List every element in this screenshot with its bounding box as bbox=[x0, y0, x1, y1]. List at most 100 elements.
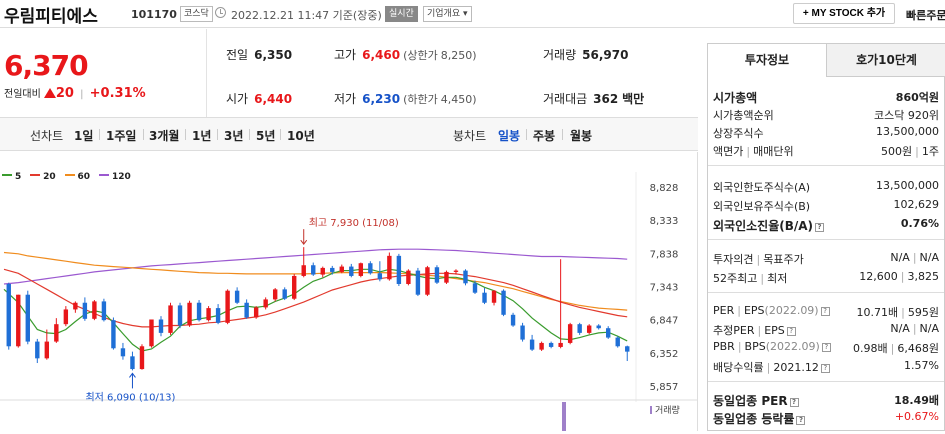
candle-body bbox=[586, 325, 592, 333]
candle-body bbox=[539, 342, 544, 350]
row-pbr: PBR | BPS(2022.09)? 0.98배 | 6,468원 bbox=[713, 338, 941, 356]
candle-body bbox=[225, 290, 230, 323]
arrow-down-icon bbox=[300, 239, 308, 245]
tab-invest-info[interactable]: 투자정보 bbox=[708, 44, 827, 77]
market-cap-value: 860억원 bbox=[895, 91, 939, 104]
row-market-cap: 시가총액 860억원 bbox=[713, 87, 941, 105]
row-foreign-limit: 외국인한도주식수(A) 13,500,000 bbox=[713, 177, 941, 195]
52week-low-value: 3,825 bbox=[907, 270, 940, 283]
stat-volume-value: 56,970 bbox=[582, 48, 629, 62]
stock-code: 101170 bbox=[131, 8, 177, 21]
stat-high: 고가 6,460 (상한가 8,250) bbox=[334, 46, 477, 63]
period-5y[interactable]: 5년 bbox=[256, 129, 276, 143]
realtime-badge[interactable]: 실시간 bbox=[385, 6, 418, 22]
current-price: 6,370 bbox=[4, 49, 89, 82]
candle-body bbox=[253, 307, 259, 318]
stat-prev-label: 전일 bbox=[226, 48, 249, 62]
high-annotation: 최고 7,930 (11/08) bbox=[309, 217, 399, 229]
par-value-value: 500원 | 1주 bbox=[881, 145, 939, 158]
period-3m[interactable]: 3개월 bbox=[149, 129, 180, 143]
candle-body bbox=[282, 289, 287, 299]
period-1y[interactable]: 1년 bbox=[192, 129, 212, 143]
candle-body bbox=[130, 356, 135, 370]
candle-body bbox=[349, 266, 354, 276]
candle-body bbox=[567, 324, 573, 343]
stat-volume-label: 거래량 bbox=[543, 48, 577, 62]
tab-orderbook[interactable]: 호가10단계 bbox=[827, 44, 945, 77]
line-chart-label: 선차트 bbox=[30, 129, 64, 143]
row-dividend: 배당수익률 | 2021.12? 1.57% bbox=[713, 357, 941, 375]
period-selector: 선차트 1일 1주일 3개월 1년 3년 5년 10년 봉차트 일봉 주봉 월봉 bbox=[0, 117, 698, 151]
candle-body bbox=[92, 301, 97, 319]
help-icon[interactable]: ? bbox=[820, 364, 830, 373]
candle-body bbox=[577, 324, 582, 333]
candle-body bbox=[482, 292, 487, 303]
period-daily[interactable]: 일봉 bbox=[498, 129, 521, 143]
clock-icon bbox=[215, 7, 226, 18]
company-info-dropdown[interactable]: 기업개요 ▾ bbox=[423, 6, 472, 22]
quick-order-link[interactable]: 빠른주문 bbox=[906, 9, 945, 22]
stat-low-value: 6,230 bbox=[362, 92, 401, 106]
candle-body bbox=[196, 302, 202, 321]
per-text: PER bbox=[713, 304, 735, 317]
stat-low: 저가 6,230 (하한가 4,450) bbox=[334, 90, 477, 107]
foreign-ratio-text: 외국인소진율(B/A) bbox=[713, 219, 814, 233]
candle-body bbox=[606, 328, 611, 338]
volume-bar bbox=[562, 402, 566, 431]
candle-body bbox=[558, 342, 563, 347]
candle-chart-label: 봉차트 bbox=[453, 129, 487, 143]
help-icon[interactable]: ? bbox=[820, 307, 830, 316]
stat-amount-label: 거래대금 bbox=[543, 92, 588, 106]
legend-ma5: 5 bbox=[2, 172, 21, 182]
volume-label: 거래량 bbox=[655, 404, 680, 416]
eps-value: 595원 bbox=[907, 306, 939, 319]
pbr-value-1: 0.98배 bbox=[853, 342, 888, 355]
foreign-ratio-label: 외국인소진율(B/A)? bbox=[713, 217, 825, 234]
candle-body bbox=[406, 270, 411, 284]
help-icon[interactable]: ? bbox=[821, 343, 831, 352]
period-monthly[interactable]: 월봉 bbox=[570, 129, 593, 143]
period-10y[interactable]: 10년 bbox=[287, 129, 315, 143]
divider bbox=[143, 129, 144, 140]
help-icon[interactable]: ? bbox=[789, 398, 799, 407]
lot-value: 1주 bbox=[921, 145, 939, 158]
candle-body bbox=[35, 341, 40, 359]
dividend-date: 2021.12 bbox=[773, 361, 819, 374]
ma120-line bbox=[3, 248, 628, 285]
dividend-text: 배당수익률 bbox=[713, 361, 764, 374]
bps-text: BPS bbox=[744, 340, 766, 353]
candle-body bbox=[434, 267, 440, 283]
help-icon[interactable]: ? bbox=[796, 416, 806, 425]
panel-tabs: 투자정보 호가10단계 bbox=[708, 44, 945, 77]
par-value: 500원 bbox=[881, 145, 913, 158]
per-date: (2022.09) bbox=[764, 304, 819, 317]
candle-body bbox=[149, 319, 154, 347]
mystock-add-button[interactable]: + MY STOCK 추가 bbox=[793, 3, 895, 24]
candle-body bbox=[63, 309, 69, 325]
ma20-line bbox=[3, 268, 628, 328]
help-icon[interactable]: ? bbox=[815, 223, 825, 232]
period-1w[interactable]: 1주일 bbox=[106, 129, 137, 143]
candle-body bbox=[120, 348, 126, 357]
y-tick-label: 6,847 bbox=[650, 316, 679, 327]
arrow-up-icon bbox=[129, 372, 136, 378]
candlestick-chart[interactable]: 8,828 8,333 7,838 7,343 6,847 6,352 5,857 최고 7,… bbox=[0, 152, 698, 431]
period-1d[interactable]: 1일 bbox=[74, 129, 94, 143]
period-3y[interactable]: 3년 bbox=[224, 129, 244, 143]
per-label: PER | EPS(2022.09)? bbox=[713, 304, 830, 317]
y-tick-label: 8,333 bbox=[650, 216, 679, 227]
52week-value: 12,600 | 3,825 bbox=[859, 270, 939, 283]
period-weekly[interactable]: 주봉 bbox=[533, 129, 556, 143]
stat-low-label: 저가 bbox=[334, 92, 357, 106]
stock-name: 우림피티에스 bbox=[4, 7, 98, 27]
help-icon[interactable]: ? bbox=[786, 327, 796, 336]
chart-area[interactable]: 8,828 8,333 7,838 7,343 6,847 6,352 5,857 최고 7,… bbox=[0, 152, 698, 431]
stat-prev: 전일 6,350 bbox=[226, 46, 292, 63]
foreign-hold-value: 102,629 bbox=[893, 198, 940, 211]
candle-body bbox=[6, 283, 11, 347]
opinion-value: N/A | N/A bbox=[890, 251, 939, 264]
par-value-label: 액면가 | 매매단위 bbox=[713, 145, 794, 158]
sector-per-label: 동일업종 PER? bbox=[713, 392, 799, 409]
divider bbox=[708, 292, 944, 293]
candle-body bbox=[168, 305, 173, 333]
